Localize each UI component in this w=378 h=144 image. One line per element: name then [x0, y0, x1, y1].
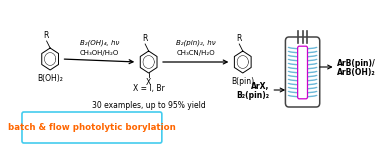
Text: X: X: [146, 77, 151, 87]
Text: B(pin): B(pin): [231, 77, 254, 86]
Text: B₂(pin)₂, hν: B₂(pin)₂, hν: [176, 39, 215, 46]
Text: 30 examples, up to 95% yield: 30 examples, up to 95% yield: [92, 102, 206, 110]
FancyBboxPatch shape: [297, 46, 307, 99]
Text: X = I, Br: X = I, Br: [133, 84, 164, 93]
Text: batch & flow photolytic borylation: batch & flow photolytic borylation: [8, 123, 176, 132]
Text: ArB(pin)/: ArB(pin)/: [337, 58, 376, 68]
Text: ArB(OH)₂: ArB(OH)₂: [337, 68, 376, 76]
FancyBboxPatch shape: [22, 112, 162, 143]
Text: CH₃OH/H₂O: CH₃OH/H₂O: [80, 50, 119, 56]
Text: B₂(pin)₂: B₂(pin)₂: [237, 90, 270, 100]
Text: CH₃CN/H₂O: CH₃CN/H₂O: [177, 50, 215, 56]
Text: R: R: [236, 34, 242, 43]
Text: ArX,: ArX,: [251, 82, 270, 90]
FancyBboxPatch shape: [285, 37, 320, 107]
Text: R: R: [43, 31, 49, 40]
Text: B₂(OH)₄, hν: B₂(OH)₄, hν: [80, 39, 119, 46]
Text: B(OH)₂: B(OH)₂: [37, 74, 63, 83]
Text: R: R: [142, 34, 147, 43]
